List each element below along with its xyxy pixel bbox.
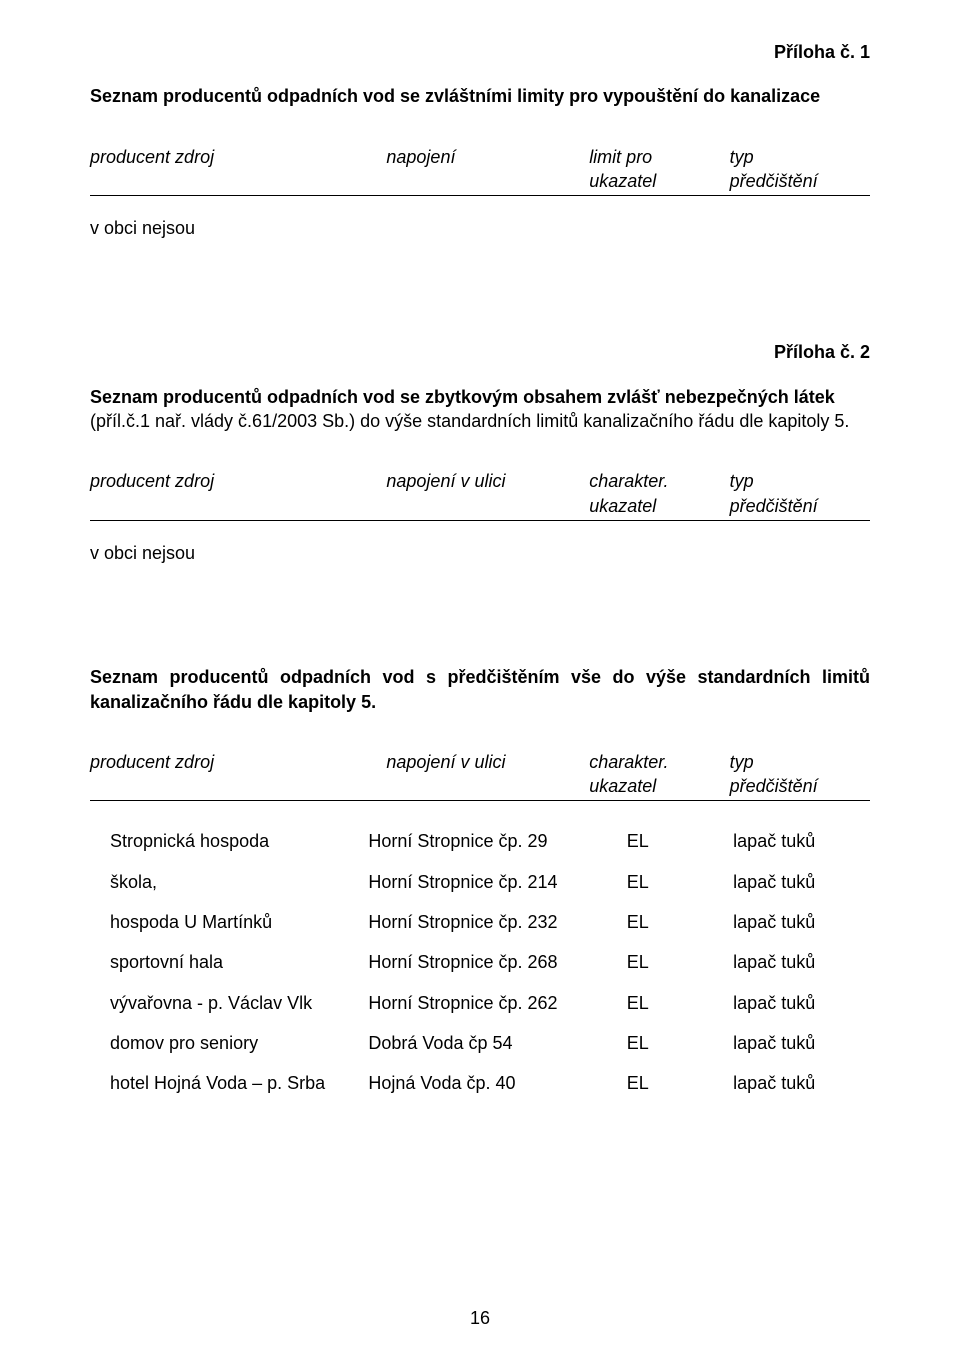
cell-charakter: EL: [627, 991, 733, 1015]
section-3-header-row: producent zdroj napojení v ulici charakt…: [90, 750, 870, 802]
appendix-1-title: Seznam producentů odpadních vod se zvláš…: [90, 84, 870, 108]
cell-napojeni: Horní Stropnice čp. 268: [368, 950, 626, 974]
page-number: 16: [0, 1306, 960, 1330]
col-typ: typpředčištění: [730, 145, 870, 194]
cell-napojeni: Horní Stropnice čp. 262: [368, 991, 626, 1015]
table-row: domov pro senioryDobrá Voda čp 54ELlapač…: [110, 1023, 870, 1063]
cell-producent: vývařovna - p. Václav Vlk: [110, 991, 368, 1015]
appendix-2-title: Seznam producentů odpadních vod se zbytk…: [90, 385, 870, 434]
cell-charakter: EL: [627, 829, 733, 853]
col-limit: limit proukazatel: [589, 145, 729, 194]
section-3-title: Seznam producentů odpadních vod s předči…: [90, 665, 870, 714]
table-row: hospoda U MartínkůHorní Stropnice čp. 23…: [110, 902, 870, 942]
col-typ: typpředčištění: [730, 469, 870, 518]
cell-producent: Stropnická hospoda: [110, 829, 368, 853]
cell-producent: sportovní hala: [110, 950, 368, 974]
col-napojeni: napojení: [386, 145, 589, 194]
appendix-2-label: Příloha č. 2: [90, 340, 870, 364]
col-producent: producent zdroj: [90, 750, 386, 799]
appendix-1-none: v obci nejsou: [90, 216, 870, 240]
cell-producent: domov pro seniory: [110, 1031, 368, 1055]
appendix-2-header-row: producent zdroj napojení v ulici charakt…: [90, 469, 870, 521]
cell-napojeni: Horní Stropnice čp. 29: [368, 829, 626, 853]
cell-charakter: EL: [627, 1031, 733, 1055]
table-row: sportovní halaHorní Stropnice čp. 268ELl…: [110, 942, 870, 982]
table-row: škola,Horní Stropnice čp. 214ELlapač tuk…: [110, 862, 870, 902]
col-typ: typpředčištění: [730, 750, 870, 799]
appendix-1-label: Příloha č. 1: [90, 40, 870, 64]
appendix-2-none: v obci nejsou: [90, 541, 870, 565]
cell-napojeni: Dobrá Voda čp 54: [368, 1031, 626, 1055]
section-3-table: Stropnická hospodaHorní Stropnice čp. 29…: [90, 821, 870, 1103]
cell-charakter: EL: [627, 870, 733, 894]
col-charakter: charakter.ukazatel: [589, 750, 729, 799]
cell-charakter: EL: [627, 910, 733, 934]
cell-charakter: EL: [627, 1071, 733, 1095]
table-row: hotel Hojná Voda – p. SrbaHojná Voda čp.…: [110, 1063, 870, 1103]
cell-typ: lapač tuků: [733, 991, 870, 1015]
cell-napojeni: Horní Stropnice čp. 232: [368, 910, 626, 934]
col-napojeni: napojení v ulici: [386, 469, 589, 518]
cell-typ: lapač tuků: [733, 1071, 870, 1095]
col-producent: producent zdroj: [90, 145, 386, 194]
cell-napojeni: Horní Stropnice čp. 214: [368, 870, 626, 894]
col-charakter: charakter.ukazatel: [589, 469, 729, 518]
cell-typ: lapač tuků: [733, 910, 870, 934]
cell-charakter: EL: [627, 950, 733, 974]
cell-typ: lapač tuků: [733, 950, 870, 974]
cell-typ: lapač tuků: [733, 829, 870, 853]
cell-typ: lapač tuků: [733, 870, 870, 894]
cell-napojeni: Hojná Voda čp. 40: [368, 1071, 626, 1095]
appendix-1-header-row: producent zdroj napojení limit proukazat…: [90, 145, 870, 197]
table-row: Stropnická hospodaHorní Stropnice čp. 29…: [110, 821, 870, 861]
col-producent: producent zdroj: [90, 469, 386, 518]
cell-typ: lapač tuků: [733, 1031, 870, 1055]
cell-producent: hospoda U Martínků: [110, 910, 368, 934]
table-row: vývařovna - p. Václav VlkHorní Stropnice…: [110, 983, 870, 1023]
cell-producent: hotel Hojná Voda – p. Srba: [110, 1071, 368, 1095]
col-napojeni: napojení v ulici: [386, 750, 589, 799]
cell-producent: škola,: [110, 870, 368, 894]
